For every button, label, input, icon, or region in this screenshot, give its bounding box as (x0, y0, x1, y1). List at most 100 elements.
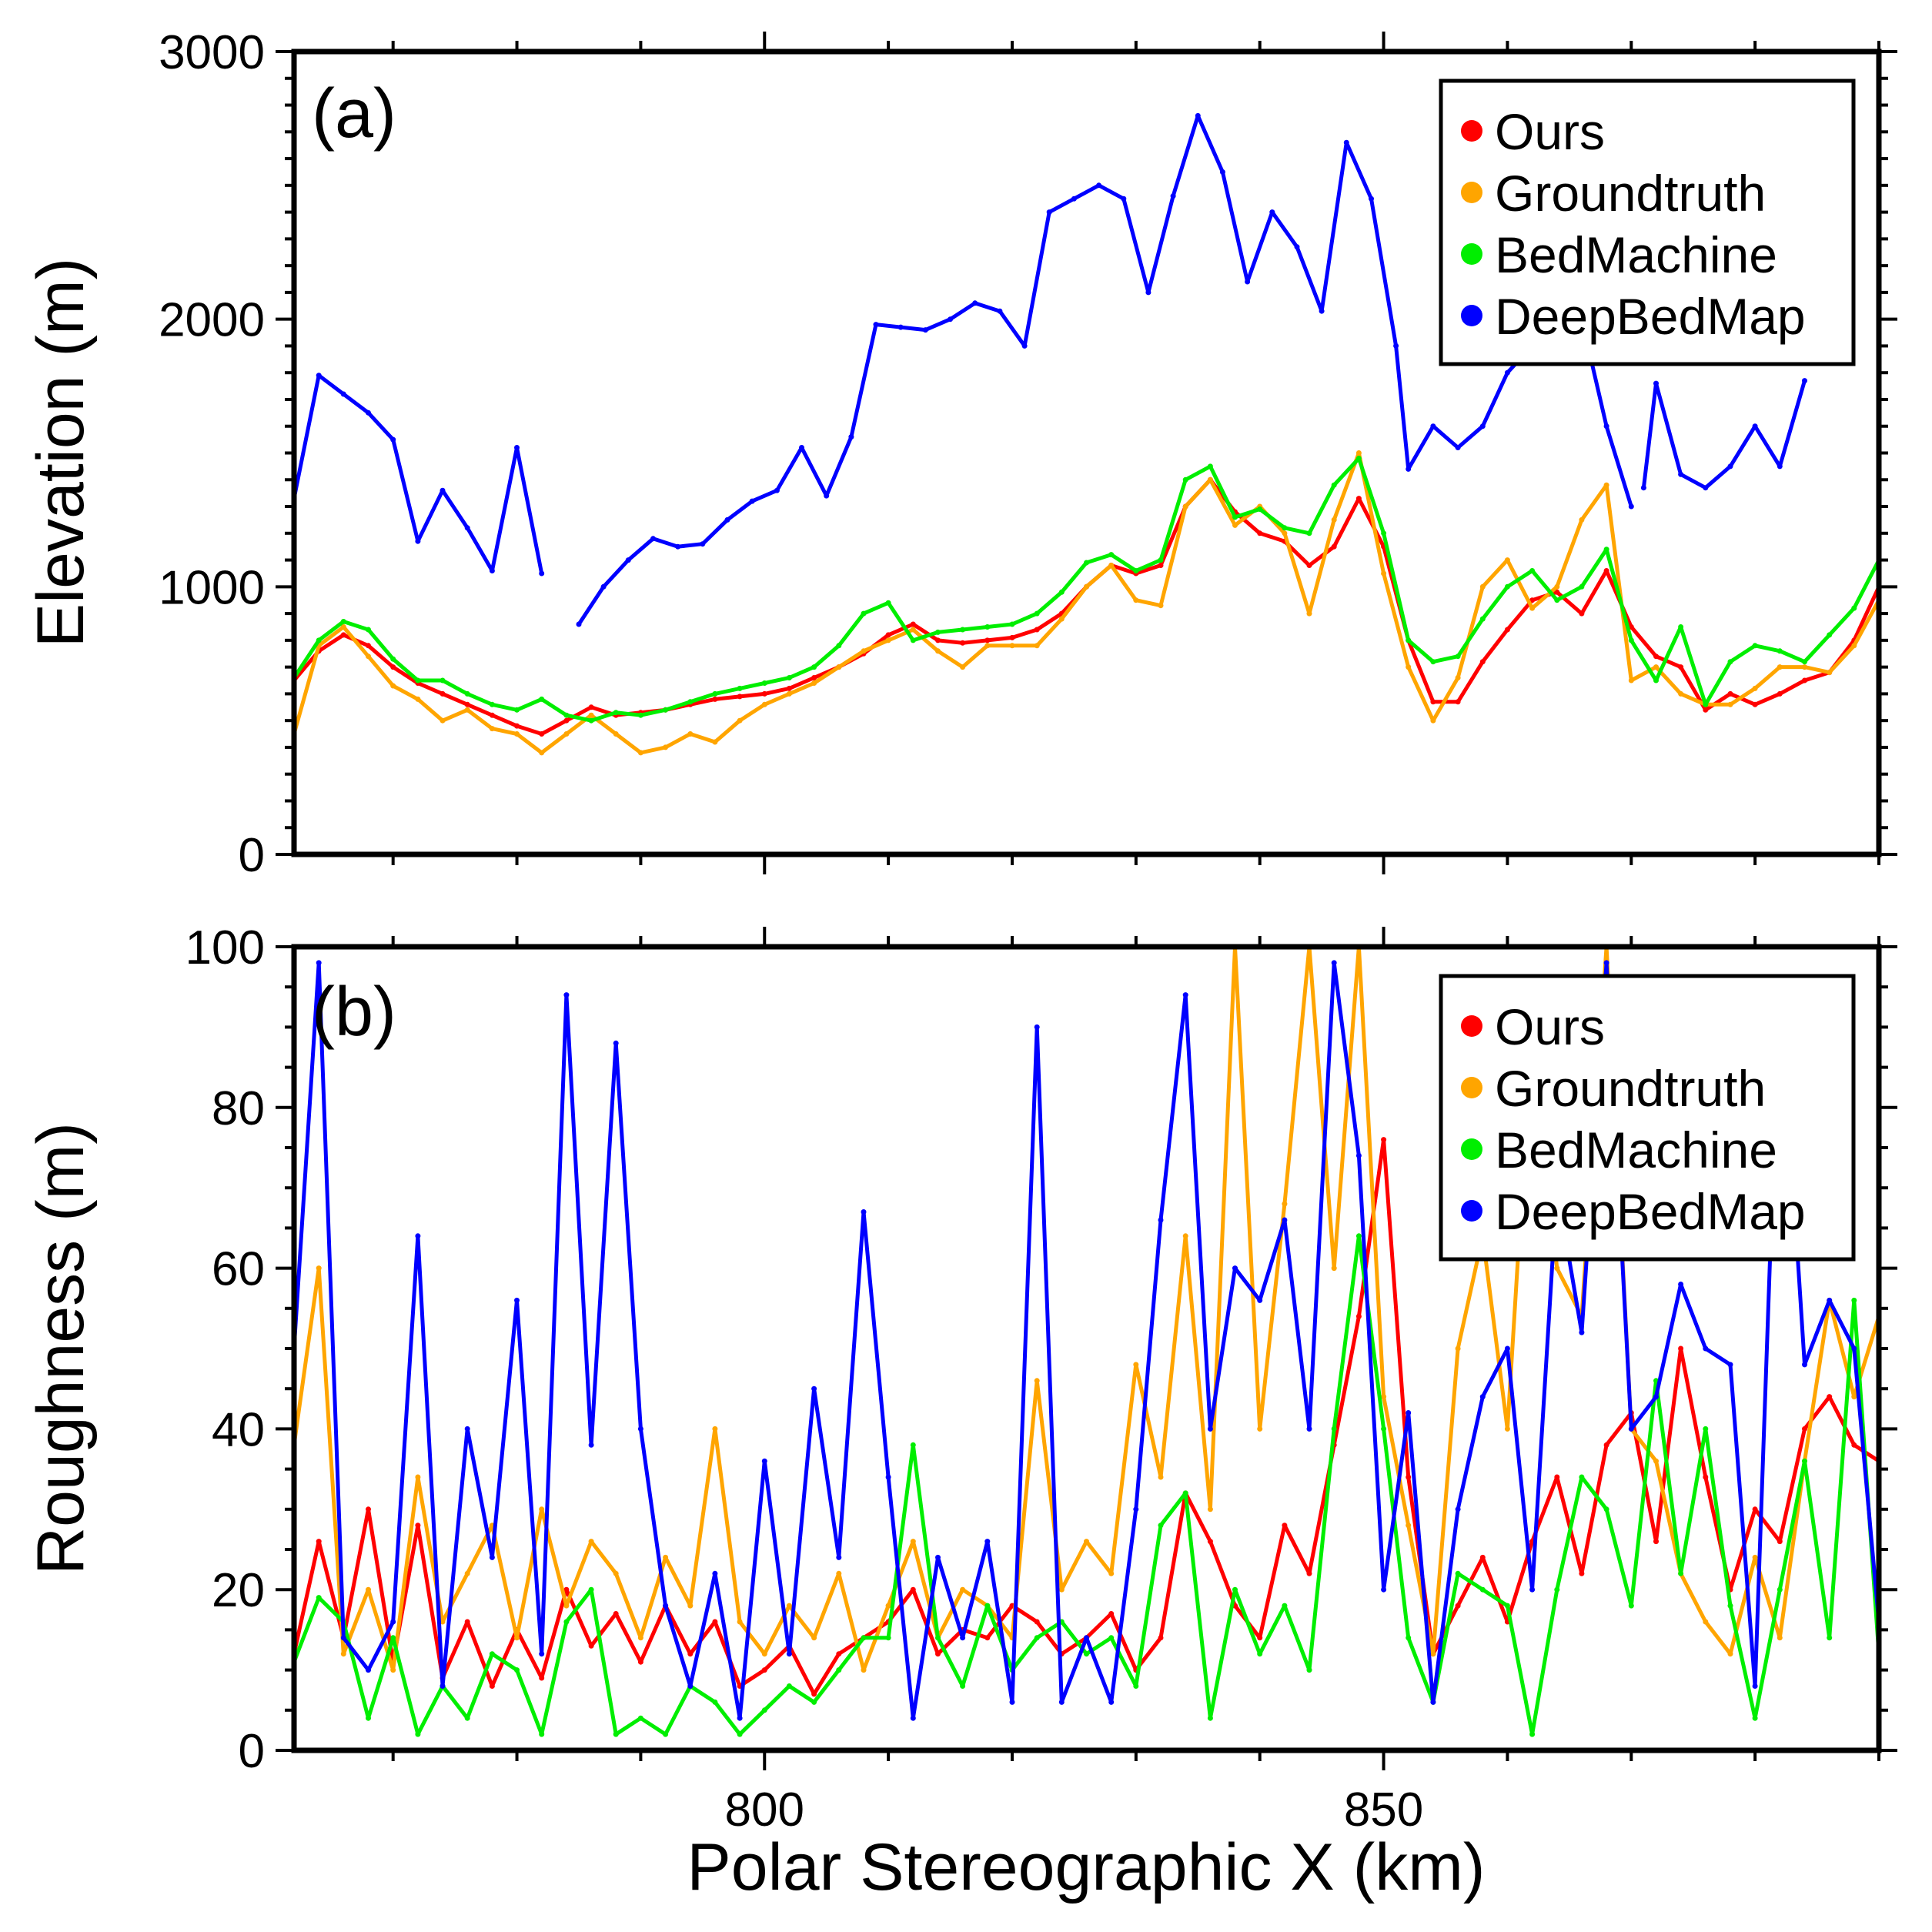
data-point-deepbedmap (366, 1667, 371, 1673)
data-point-groundtruth (1282, 1201, 1288, 1207)
legend-marker-deepbedmap (1461, 305, 1482, 326)
data-point-deepbedmap (1727, 1362, 1733, 1368)
data-point-groundtruth (1381, 1394, 1387, 1400)
data-point-ours (1257, 1635, 1263, 1641)
panel-b-y-axis-title: Roughness (m) (24, 1122, 98, 1575)
data-point-bedmachine (440, 677, 446, 684)
data-point-ours (761, 690, 767, 697)
data-point-deepbedmap (1071, 196, 1077, 202)
data-point-groundtruth (1727, 1651, 1733, 1657)
data-point-groundtruth (588, 1539, 594, 1545)
data-point-ours (786, 685, 792, 691)
data-point-groundtruth (1603, 482, 1609, 488)
data-point-groundtruth (1381, 570, 1387, 577)
data-point-deepbedmap (1603, 423, 1609, 430)
data-point-groundtruth (366, 1586, 371, 1593)
data-point-deepbedmap (1145, 289, 1152, 296)
data-point-groundtruth (1777, 664, 1783, 670)
data-point-deepbedmap (700, 541, 706, 547)
data-point-bedmachine (1158, 557, 1164, 563)
data-point-groundtruth (761, 701, 767, 707)
data-point-bedmachine (563, 1619, 570, 1625)
data-point-bedmachine (761, 1707, 767, 1713)
data-point-ours (984, 1635, 991, 1641)
data-point-ours (960, 640, 966, 646)
data-point-bedmachine (761, 680, 767, 686)
data-point-bedmachine (1133, 568, 1139, 573)
data-point-bedmachine (1182, 476, 1188, 483)
data-point-groundtruth (1207, 476, 1213, 483)
data-point-ours (811, 1691, 817, 1697)
data-point-deepbedmap (687, 1683, 694, 1689)
data-point-bedmachine (1703, 1426, 1709, 1432)
data-point-bedmachine (1306, 530, 1312, 536)
x-tick-label: 850 (1344, 1783, 1423, 1837)
data-point-deepbedmap (1232, 1265, 1238, 1272)
data-point-groundtruth (415, 1474, 421, 1480)
data-point-ours (563, 1586, 570, 1593)
data-point-groundtruth (340, 1651, 346, 1657)
panel-a-ticks: 0 1000 2000 3000 (159, 26, 1897, 882)
data-point-deepbedmap (1628, 503, 1634, 510)
panel-b-ticks: 0 20 40 60 80 100 800 850 (186, 921, 1897, 1837)
data-point-deepbedmap (625, 557, 631, 563)
data-point-groundtruth (415, 696, 421, 702)
data-point-deepbedmap (1195, 112, 1201, 119)
legend-label-deepbedmap: DeepBedMap (1495, 288, 1806, 345)
data-point-groundtruth (1257, 1426, 1263, 1432)
data-point-groundtruth (1579, 516, 1585, 523)
data-point-ours (1678, 664, 1684, 670)
data-point-ours (539, 731, 545, 737)
legend-marker-groundtruth (1461, 1077, 1482, 1098)
data-point-ours (1504, 627, 1510, 633)
data-point-deepbedmap (613, 1040, 619, 1046)
data-point-bedmachine (1727, 659, 1733, 665)
data-point-groundtruth (1331, 516, 1337, 523)
data-point-groundtruth (861, 1667, 867, 1673)
data-point-bedmachine (1603, 547, 1609, 553)
data-point-bedmachine (1455, 653, 1461, 660)
data-point-deepbedmap (1207, 1426, 1213, 1432)
data-point-ours (1282, 1523, 1288, 1529)
data-point-ours (984, 637, 991, 643)
data-point-groundtruth (1282, 530, 1288, 536)
data-point-groundtruth (390, 683, 396, 689)
data-point-bedmachine (539, 696, 545, 702)
data-point-bedmachine (1034, 610, 1040, 617)
data-point-bedmachine (1529, 568, 1536, 573)
data-point-bedmachine (1579, 1474, 1585, 1480)
data-point-deepbedmap (316, 960, 322, 966)
data-point-bedmachine (1603, 1506, 1609, 1513)
data-point-ours (1703, 707, 1709, 713)
y-tick-label: 2000 (159, 294, 265, 347)
data-point-ours (514, 723, 520, 729)
panel-a-label: (a) (312, 75, 396, 152)
data-point-bedmachine (1058, 589, 1065, 595)
data-point-deepbedmap (1170, 193, 1176, 199)
data-point-deepbedmap (836, 1554, 842, 1560)
data-point-deepbedmap (1182, 992, 1188, 998)
data-point-bedmachine (910, 1442, 916, 1448)
data-point-ours (1653, 653, 1659, 660)
data-point-bedmachine (1653, 677, 1659, 684)
data-point-ours (1306, 1570, 1312, 1576)
data-point-ours (1158, 563, 1164, 568)
data-point-deepbedmap (1628, 1426, 1634, 1432)
y-tick-label: 60 (212, 1243, 265, 1296)
data-point-bedmachine (316, 1595, 322, 1601)
data-point-ours (1802, 677, 1807, 684)
data-point-groundtruth (737, 717, 743, 724)
data-point-ours (1727, 690, 1733, 697)
data-point-ours (910, 1586, 916, 1593)
data-point-ours (1901, 566, 1907, 571)
data-point-deepbedmap (960, 1635, 966, 1641)
data-point-bedmachine (489, 701, 495, 707)
data-point-bedmachine (861, 610, 867, 617)
data-point-bedmachine (687, 699, 694, 705)
data-point-deepbedmap (1257, 1297, 1263, 1303)
data-point-bedmachine (910, 637, 916, 643)
data-point-deepbedmap (1579, 1329, 1585, 1335)
data-point-ours (712, 1619, 718, 1625)
data-point-deepbedmap (1777, 463, 1783, 470)
data-point-bedmachine (1727, 1603, 1733, 1609)
